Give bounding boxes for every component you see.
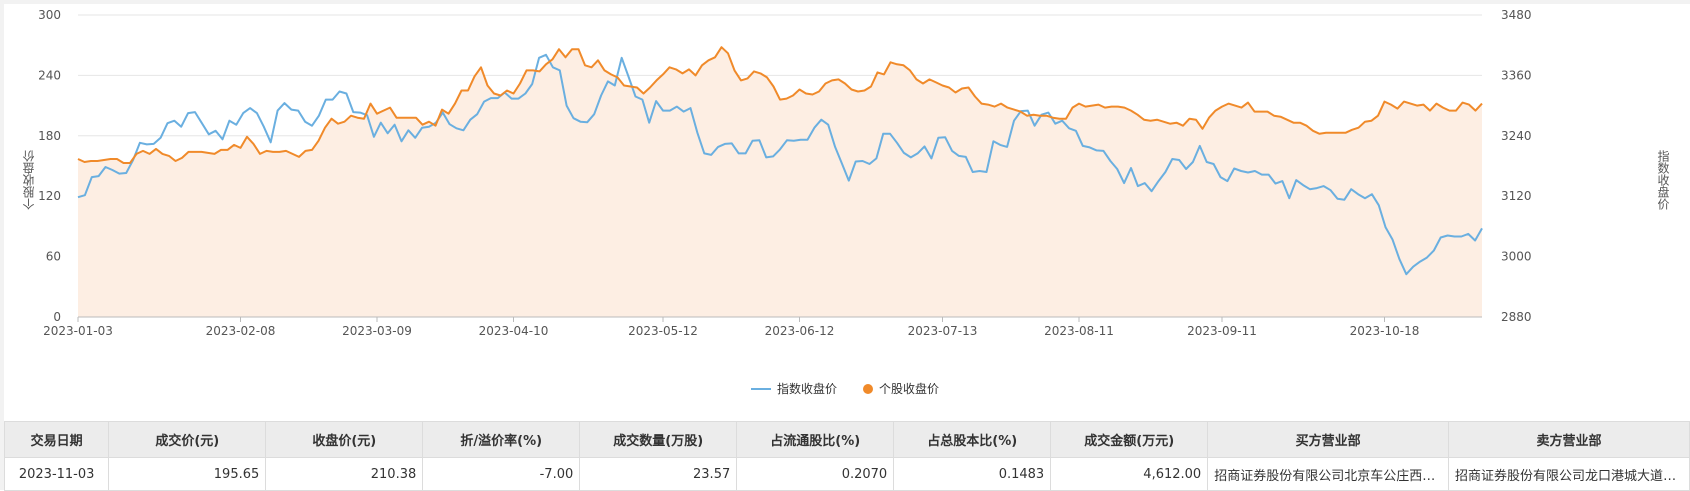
y-right-tick-label: 3000	[1501, 250, 1532, 264]
stock-area	[78, 47, 1482, 317]
col-header[interactable]: 成交数量(万股)	[579, 421, 738, 458]
price-chart: 0 60 120 180 240 300 2880 3000 3120 3240 3360 3480 2…	[38, 8, 1532, 338]
cell-amount: 4,612.00	[1050, 457, 1209, 491]
col-header[interactable]: 买方营业部	[1207, 421, 1450, 458]
y-axis-right-title: 指数收盘价	[1656, 150, 1670, 210]
x-tick-label: 2023-08-11	[1044, 324, 1114, 338]
y-right-tick-label: 3240	[1501, 129, 1532, 143]
cell-total-ratio: 0.1483	[893, 457, 1052, 491]
y-left-tick-label: 120	[38, 189, 61, 203]
cell-close-price: 210.38	[265, 457, 424, 491]
table-header-row: 交易日期 成交价(元) 收盘价(元) 折/溢价率(%) 成交数量(万股) 占流通…	[3, 421, 1690, 458]
legend-line-swatch	[750, 387, 771, 390]
cell-premium-rate: -7.00	[422, 457, 581, 491]
x-tick-label: 2023-09-11	[1187, 324, 1257, 338]
y-left-tick-label: 60	[46, 250, 61, 264]
y-right-tick-label: 2880	[1501, 310, 1532, 324]
col-header[interactable]: 占总股本比(%)	[893, 421, 1052, 458]
legend-label-index: 指数收盘价	[776, 382, 837, 396]
col-header[interactable]: 占流通股比(%)	[736, 421, 895, 458]
x-tick-label: 2023-07-13	[908, 324, 978, 338]
chart-legend: 指数收盘价 个股收盘价	[0, 380, 1690, 397]
table-row: 2023-11-03 195.65 210.38 -7.00 23.57 0.2…	[3, 457, 1690, 491]
cell-seller[interactable]: 招商证券股份有限公司龙口港城大道证券营业部	[1448, 457, 1690, 491]
cell-buyer[interactable]: 招商证券股份有限公司北京车公庄西路证券营业部	[1207, 457, 1450, 491]
x-tick-label: 2023-05-12	[628, 324, 698, 338]
x-tick-label: 2023-06-12	[765, 324, 835, 338]
legend-label-stock: 个股收盘价	[879, 382, 940, 396]
x-tick-label: 2023-04-10	[479, 324, 549, 338]
y-axis-left-title: 个股收盘价	[22, 150, 36, 210]
y-left-tick-label: 0	[53, 310, 61, 324]
col-header[interactable]: 成交金额(万元)	[1050, 421, 1209, 458]
x-tick-label: 2023-02-08	[206, 324, 276, 338]
cell-float-ratio: 0.2070	[736, 457, 895, 491]
y-right-tick-label: 3480	[1501, 8, 1532, 22]
y-right-tick-label: 3360	[1501, 68, 1532, 82]
block-trade-table: 交易日期 成交价(元) 收盘价(元) 折/溢价率(%) 成交数量(万股) 占流通…	[3, 421, 1690, 491]
legend-item-index[interactable]: 指数收盘价	[750, 380, 837, 397]
legend-dot-swatch	[863, 383, 873, 394]
col-header[interactable]: 收盘价(元)	[265, 421, 424, 458]
stock-close-line	[77, 46, 1483, 164]
x-tick-label: 2023-10-18	[1350, 324, 1420, 338]
cell-trade-price: 195.65	[108, 457, 267, 491]
x-tick-label: 2023-01-03	[43, 324, 113, 338]
y-left-tick-label: 240	[38, 68, 61, 82]
y-left-tick-label: 180	[38, 129, 61, 143]
col-header[interactable]: 折/溢价率(%)	[422, 421, 581, 458]
cell-volume: 23.57	[579, 457, 738, 491]
col-header[interactable]: 成交价(元)	[108, 421, 267, 458]
cell-trade-date: 2023-11-03	[3, 457, 110, 491]
x-tick-label: 2023-03-09	[342, 324, 412, 338]
top-border	[0, 0, 1690, 4]
col-header[interactable]: 交易日期	[3, 421, 110, 458]
y-right-tick-label: 3120	[1501, 189, 1532, 203]
index-close-line	[77, 53, 1483, 276]
left-border	[0, 0, 4, 490]
legend-item-stock[interactable]: 个股收盘价	[863, 380, 939, 397]
col-header[interactable]: 卖方营业部	[1448, 421, 1690, 458]
y-left-tick-label: 300	[38, 8, 61, 22]
